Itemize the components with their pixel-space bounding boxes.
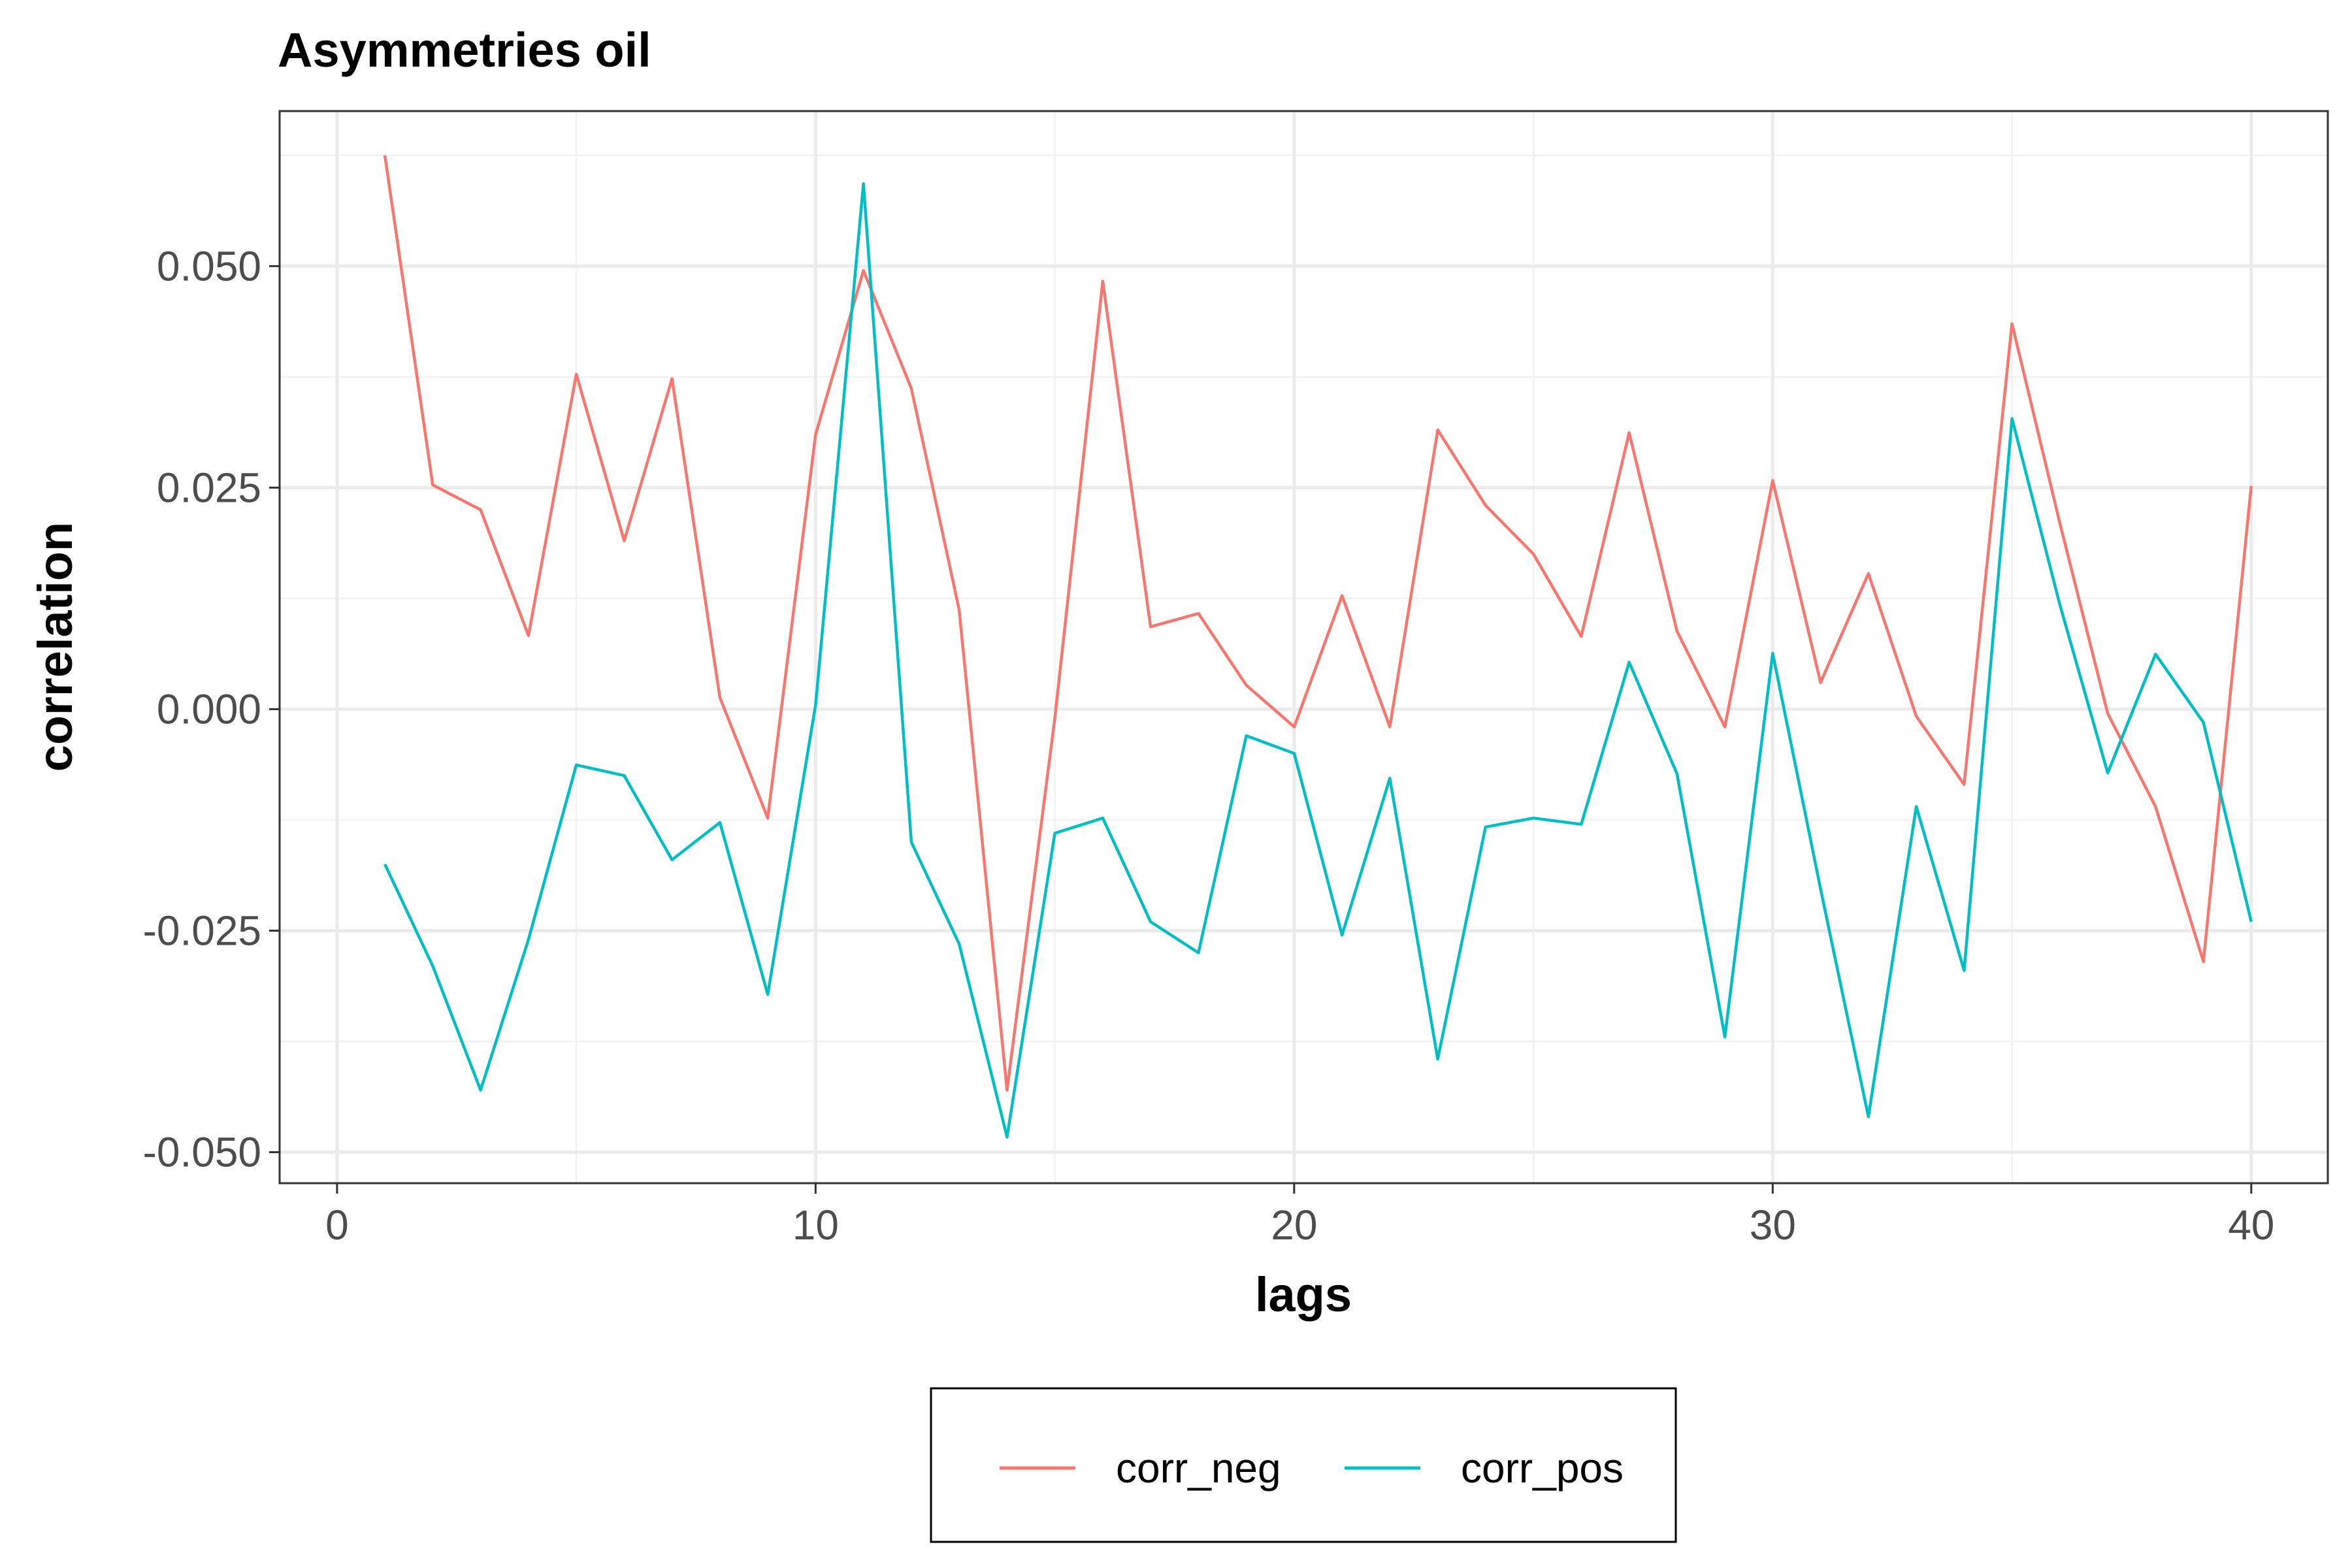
x-tick-label: 30 <box>1750 1201 1796 1249</box>
y-tick-label: 0.050 <box>157 242 261 289</box>
series-line-corr-pos <box>384 182 2253 1139</box>
x-tick-label: 10 <box>792 1201 839 1249</box>
y-tick-label: 0.025 <box>157 464 261 511</box>
y-tick-label: 0.000 <box>157 685 261 732</box>
y-tick-label: -0.050 <box>143 1129 261 1176</box>
x-tick-label: 20 <box>1271 1201 1317 1249</box>
y-axis-label: correlation <box>28 522 82 772</box>
x-axis-ticks: 0 10 20 30 40 <box>325 1183 2274 1249</box>
x-tick-label: 40 <box>2228 1201 2274 1249</box>
legend-box <box>930 1387 1677 1543</box>
x-tick-label: 0 <box>325 1201 349 1249</box>
series-line-corr-neg <box>383 155 2253 1092</box>
minor-gridlines <box>280 111 2328 1183</box>
x-axis-label: lags <box>1255 1267 1352 1322</box>
legend: corr_neg corr_pos <box>930 1387 1677 1543</box>
y-axis-ticks: -0.050 -0.025 0.000 0.025 0.050 <box>143 242 280 1176</box>
legend-items: corr_neg corr_pos <box>1000 1445 1624 1492</box>
chart-title: Asymmetries oil <box>278 23 651 77</box>
major-gridlines <box>280 111 2328 1183</box>
y-tick-label: -0.025 <box>143 907 261 954</box>
series-lines <box>383 155 2253 1139</box>
legend-label-corr-neg: corr_neg <box>1116 1445 1281 1492</box>
plot-panel-border <box>278 110 2329 1184</box>
legend-label-corr-pos: corr_pos <box>1461 1445 1624 1492</box>
